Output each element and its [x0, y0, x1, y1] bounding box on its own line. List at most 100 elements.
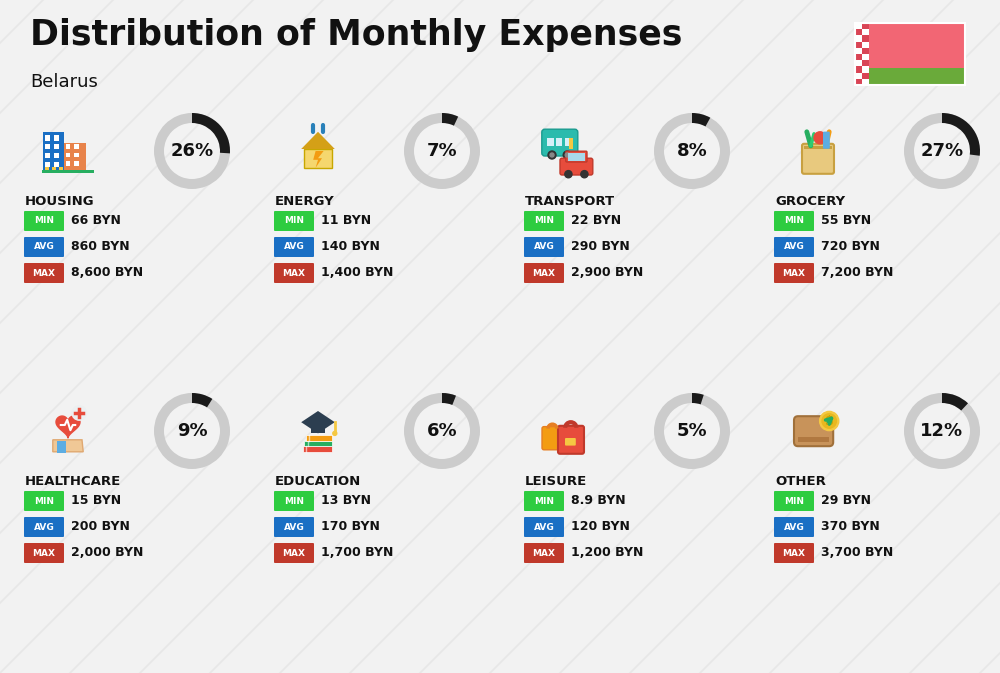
- FancyBboxPatch shape: [558, 426, 584, 454]
- FancyBboxPatch shape: [855, 54, 862, 60]
- Text: 9%: 9%: [177, 422, 207, 440]
- Text: 1,400 BYN: 1,400 BYN: [321, 267, 393, 279]
- FancyBboxPatch shape: [855, 42, 862, 48]
- Circle shape: [72, 406, 86, 420]
- FancyBboxPatch shape: [304, 441, 332, 446]
- Text: MIN: MIN: [34, 497, 54, 505]
- Text: AVG: AVG: [284, 522, 304, 532]
- FancyBboxPatch shape: [542, 129, 578, 156]
- FancyBboxPatch shape: [274, 543, 314, 563]
- Text: 6%: 6%: [427, 422, 457, 440]
- FancyBboxPatch shape: [524, 491, 564, 511]
- Text: MIN: MIN: [284, 497, 304, 505]
- FancyBboxPatch shape: [862, 54, 869, 60]
- FancyBboxPatch shape: [24, 263, 64, 283]
- FancyBboxPatch shape: [74, 144, 79, 149]
- Text: Belarus: Belarus: [30, 73, 98, 91]
- Text: 55 BYN: 55 BYN: [821, 215, 871, 227]
- Text: 26%: 26%: [170, 142, 214, 160]
- Wedge shape: [192, 393, 212, 407]
- Text: 290 BYN: 290 BYN: [571, 240, 630, 254]
- Text: MIN: MIN: [284, 217, 304, 225]
- FancyBboxPatch shape: [804, 146, 832, 149]
- FancyBboxPatch shape: [274, 211, 314, 231]
- FancyBboxPatch shape: [45, 144, 50, 149]
- Text: MAX: MAX: [32, 269, 56, 277]
- Polygon shape: [53, 439, 83, 452]
- FancyBboxPatch shape: [306, 435, 332, 441]
- FancyBboxPatch shape: [45, 135, 50, 141]
- FancyBboxPatch shape: [862, 79, 869, 85]
- Circle shape: [565, 170, 572, 178]
- Text: 12%: 12%: [920, 422, 964, 440]
- Text: 140 BYN: 140 BYN: [321, 240, 380, 254]
- Polygon shape: [301, 132, 335, 149]
- Text: 3,700 BYN: 3,700 BYN: [821, 546, 893, 559]
- Circle shape: [581, 170, 588, 178]
- Text: 5%: 5%: [677, 422, 707, 440]
- Text: MIN: MIN: [34, 217, 54, 225]
- FancyBboxPatch shape: [774, 237, 814, 257]
- Text: 13 BYN: 13 BYN: [321, 495, 371, 507]
- Text: AVG: AVG: [534, 522, 554, 532]
- Wedge shape: [692, 113, 710, 127]
- Text: EDUCATION: EDUCATION: [275, 475, 361, 488]
- FancyBboxPatch shape: [311, 421, 325, 433]
- Polygon shape: [56, 416, 80, 437]
- Text: MAX: MAX: [32, 548, 56, 557]
- Text: LEISURE: LEISURE: [525, 475, 587, 488]
- Text: 200 BYN: 200 BYN: [71, 520, 130, 534]
- FancyBboxPatch shape: [54, 162, 59, 167]
- Wedge shape: [404, 393, 480, 469]
- FancyBboxPatch shape: [24, 211, 64, 231]
- Wedge shape: [904, 393, 980, 469]
- Text: Distribution of Monthly Expenses: Distribution of Monthly Expenses: [30, 18, 682, 52]
- Text: 120 BYN: 120 BYN: [571, 520, 630, 534]
- Wedge shape: [442, 113, 458, 126]
- Circle shape: [565, 153, 569, 157]
- Text: MAX: MAX: [283, 548, 306, 557]
- FancyBboxPatch shape: [855, 23, 862, 29]
- Wedge shape: [654, 393, 730, 469]
- Text: 170 BYN: 170 BYN: [321, 520, 380, 534]
- FancyBboxPatch shape: [524, 237, 564, 257]
- FancyBboxPatch shape: [274, 263, 314, 283]
- Text: 8%: 8%: [677, 142, 707, 160]
- Text: 8,600 BYN: 8,600 BYN: [71, 267, 143, 279]
- FancyBboxPatch shape: [45, 167, 49, 172]
- Text: MIN: MIN: [534, 217, 554, 225]
- FancyBboxPatch shape: [54, 153, 59, 158]
- FancyBboxPatch shape: [24, 517, 64, 537]
- FancyBboxPatch shape: [66, 153, 70, 157]
- Circle shape: [550, 153, 554, 157]
- Wedge shape: [654, 113, 730, 189]
- FancyBboxPatch shape: [66, 144, 70, 149]
- FancyBboxPatch shape: [524, 543, 564, 563]
- Text: OTHER: OTHER: [775, 475, 826, 488]
- FancyBboxPatch shape: [855, 67, 862, 73]
- Text: 2,900 BYN: 2,900 BYN: [571, 267, 643, 279]
- Text: MAX: MAX: [532, 548, 556, 557]
- FancyBboxPatch shape: [774, 543, 814, 563]
- Wedge shape: [942, 393, 968, 411]
- FancyBboxPatch shape: [54, 144, 59, 149]
- Text: AVG: AVG: [784, 522, 804, 532]
- Circle shape: [563, 151, 571, 159]
- Text: HEALTHCARE: HEALTHCARE: [25, 475, 121, 488]
- FancyBboxPatch shape: [774, 263, 814, 283]
- FancyBboxPatch shape: [565, 138, 571, 146]
- FancyBboxPatch shape: [556, 138, 562, 146]
- FancyBboxPatch shape: [274, 517, 314, 537]
- FancyBboxPatch shape: [565, 438, 576, 446]
- Wedge shape: [442, 393, 456, 405]
- FancyBboxPatch shape: [547, 138, 554, 146]
- Text: MAX: MAX: [532, 269, 556, 277]
- FancyBboxPatch shape: [855, 60, 862, 67]
- Text: AVG: AVG: [534, 242, 554, 252]
- FancyBboxPatch shape: [54, 135, 59, 141]
- FancyBboxPatch shape: [66, 162, 70, 166]
- FancyBboxPatch shape: [862, 60, 869, 67]
- Circle shape: [548, 151, 556, 159]
- FancyBboxPatch shape: [802, 144, 834, 174]
- FancyBboxPatch shape: [542, 427, 563, 450]
